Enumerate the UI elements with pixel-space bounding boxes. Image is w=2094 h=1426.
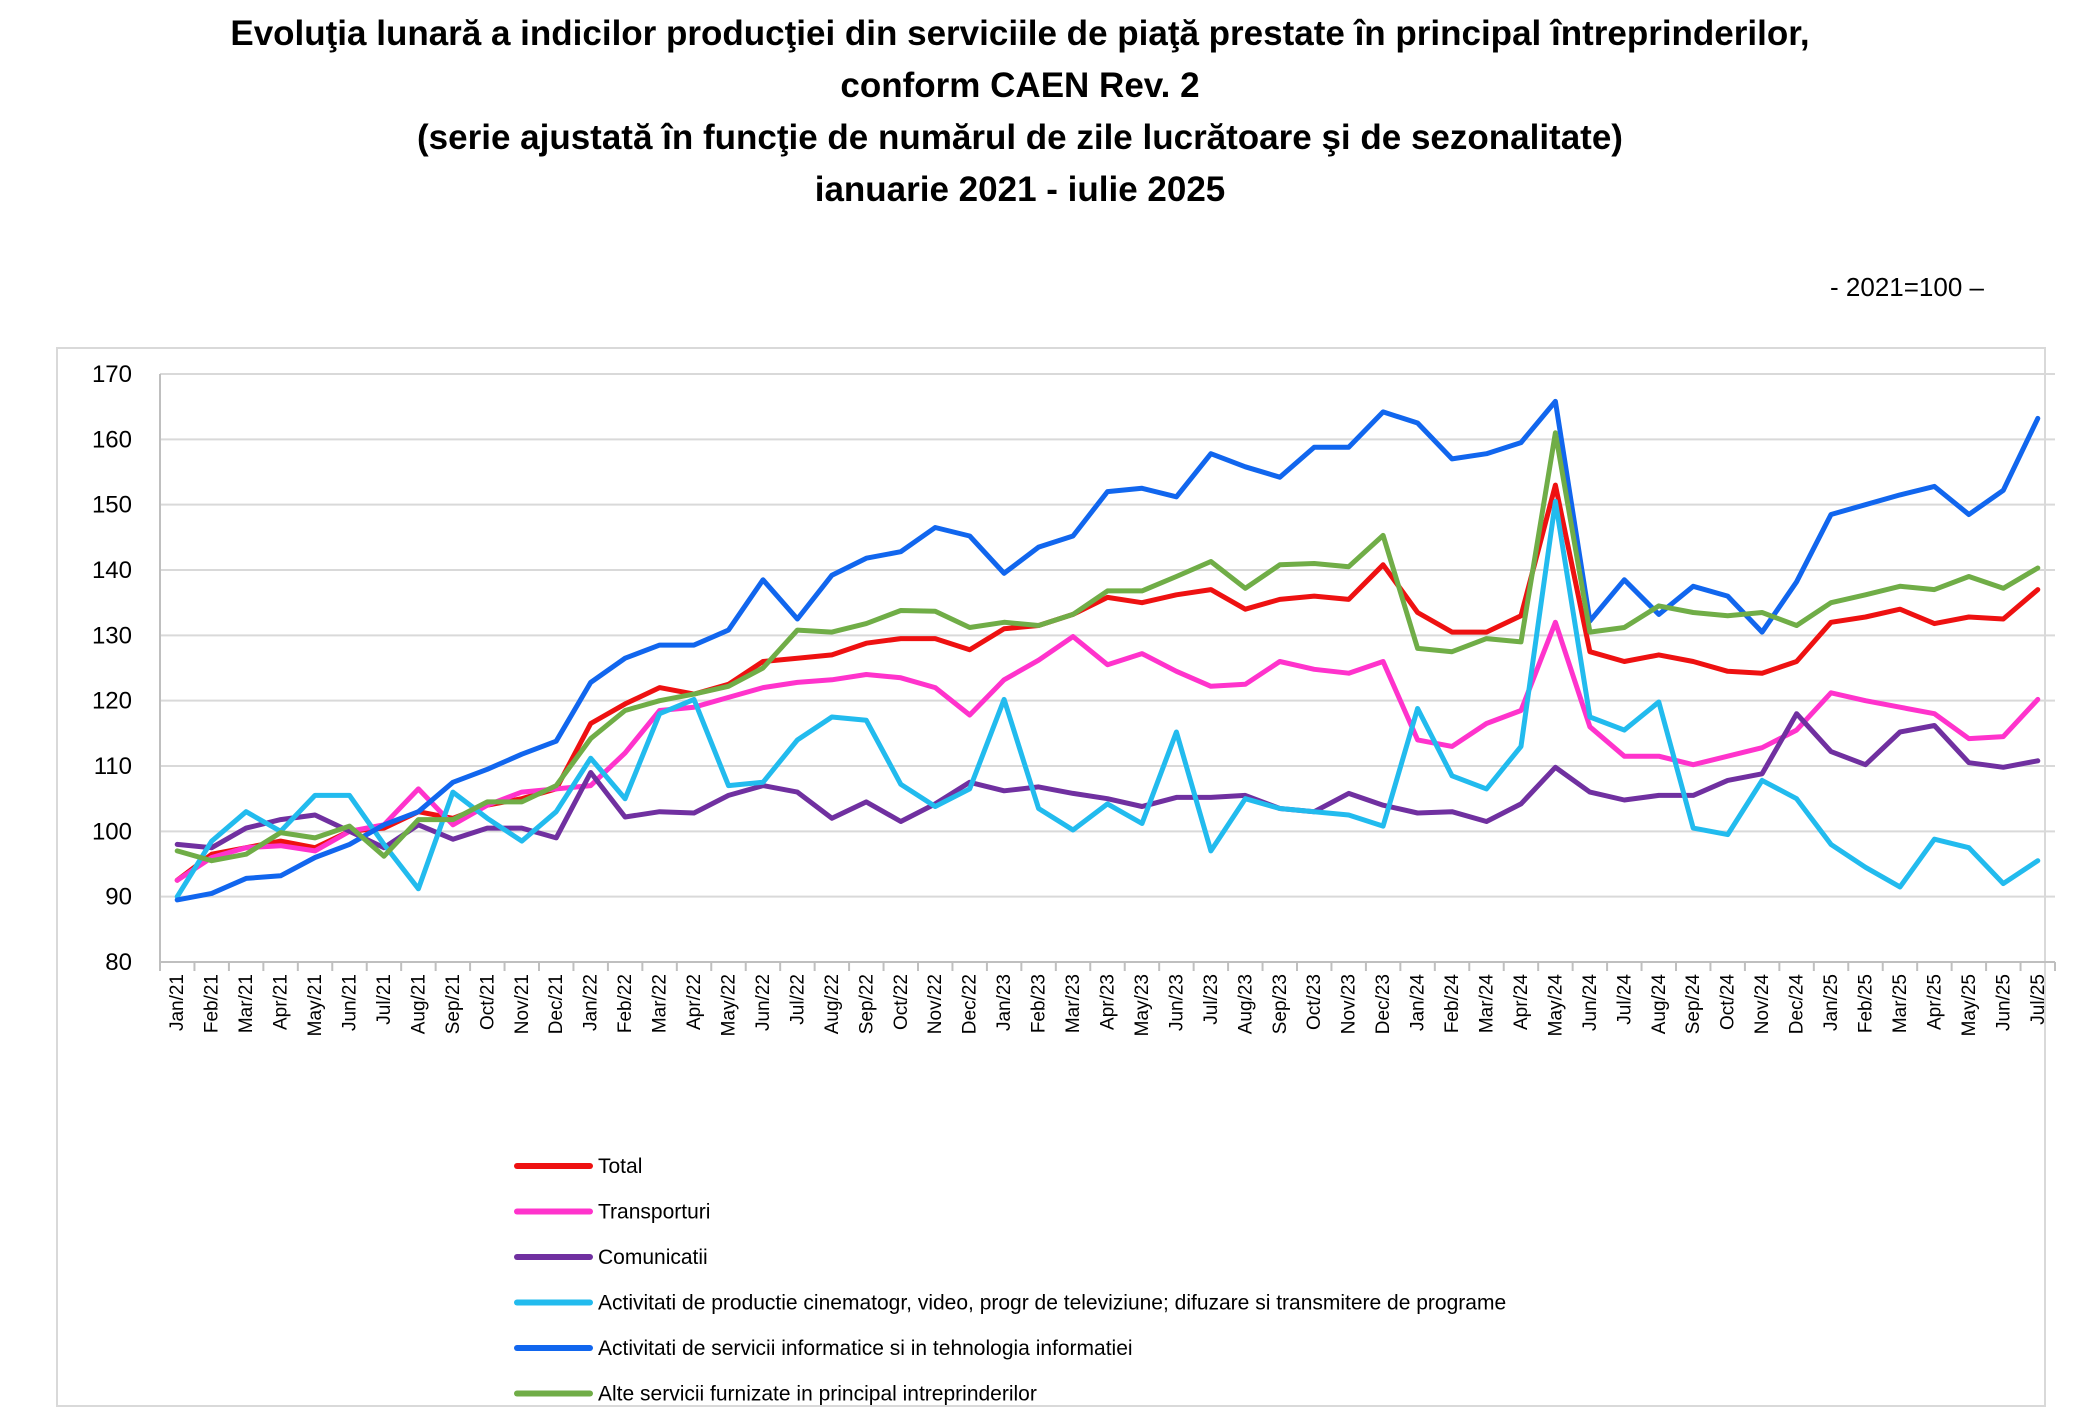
- series-line: [174, 430, 2041, 864]
- x-tick-label: Sep/22: [856, 974, 877, 1034]
- x-tick-label: Nov/21: [512, 974, 533, 1034]
- x-tick-label: Nov/23: [1339, 974, 1360, 1034]
- chart-title: Evoluţia lunară a indicilor producţiei d…: [0, 8, 2040, 216]
- x-tick-label: Jan/22: [581, 974, 602, 1031]
- y-tick-label: 130: [92, 622, 132, 649]
- legend-label: Transporturi: [598, 1201, 710, 1224]
- x-tick-label: Mar/24: [1477, 974, 1498, 1034]
- x-tick-label: Oct/21: [477, 974, 498, 1030]
- x-tick-label: Jul/22: [787, 974, 808, 1025]
- x-tick-label: Jun/24: [1580, 974, 1601, 1031]
- y-tick-label: 80: [105, 949, 132, 976]
- x-tick-label: Jan/25: [1821, 974, 1842, 1031]
- title-line-1: Evoluţia lunară a indicilor producţiei d…: [230, 14, 1810, 53]
- x-tick-label: Jul/24: [1614, 974, 1635, 1025]
- x-tick-label: Jul/21: [374, 974, 395, 1025]
- x-tick-label: Apr/25: [1924, 974, 1945, 1030]
- x-tick-label: Jul/25: [2028, 974, 2049, 1025]
- y-tick-label: 170: [92, 361, 132, 388]
- x-tick-label: Apr/22: [684, 974, 705, 1030]
- x-tick-label: May/21: [305, 974, 326, 1036]
- x-tick-label: Dec/23: [1373, 974, 1394, 1034]
- x-tick-label: Aug/23: [1235, 974, 1256, 1034]
- x-tick-label: Jun/22: [753, 974, 774, 1031]
- x-tick-label: Feb/22: [615, 974, 636, 1033]
- x-tick-label: Feb/25: [1856, 974, 1877, 1033]
- y-tick-label: 150: [92, 492, 132, 519]
- x-tick-label: May/25: [1959, 974, 1980, 1036]
- series-line: [174, 619, 2041, 883]
- x-tick-label: Apr/21: [271, 974, 292, 1030]
- x-tick-label: Jun/21: [340, 974, 361, 1031]
- x-tick-label: Aug/24: [1649, 974, 1670, 1035]
- series-line: [174, 398, 2041, 903]
- legend-label: Alte servicii furnizate in principal int…: [598, 1383, 1037, 1406]
- x-tick-label: Sep/24: [1683, 974, 1704, 1035]
- x-tick-label: Jul/23: [1201, 974, 1222, 1025]
- x-tick-label: May/23: [1132, 974, 1153, 1036]
- x-tick-label: Sep/21: [443, 974, 464, 1034]
- x-tick-label: Feb/23: [1029, 974, 1050, 1033]
- y-tick-label: 110: [94, 753, 132, 780]
- chart-frame: [56, 347, 2046, 1407]
- x-tick-label: Apr/24: [1511, 974, 1532, 1030]
- title-line-4: ianuarie 2021 - iulie 2025: [814, 170, 1226, 209]
- x-tick-label: Mar/23: [1063, 974, 1084, 1033]
- y-tick-label: 100: [92, 818, 132, 845]
- x-tick-label: Nov/24: [1752, 974, 1773, 1035]
- x-tick-label: Jan/21: [167, 974, 188, 1031]
- x-tick-label: Aug/22: [822, 974, 843, 1034]
- x-tick-label: May/22: [719, 974, 740, 1036]
- x-tick-label: Aug/21: [408, 974, 429, 1034]
- legend-label: Total: [598, 1155, 642, 1178]
- y-tick-label: 120: [92, 688, 132, 715]
- base-year-note: - 2021=100 –: [1830, 272, 1984, 302]
- x-tick-label: Oct/24: [1718, 974, 1739, 1030]
- x-tick-label: Apr/23: [1098, 974, 1119, 1030]
- x-tick-label: Feb/24: [1442, 974, 1463, 1034]
- x-tick-label: Oct/22: [891, 974, 912, 1030]
- x-tick-label: Mar/22: [650, 974, 671, 1033]
- x-tick-label: Jun/25: [1993, 974, 2014, 1031]
- x-tick-label: Sep/23: [1270, 974, 1291, 1034]
- x-tick-label: Dec/24: [1787, 974, 1808, 1035]
- y-axis: 80 90 100 110 120 130 140 150 160 170: [92, 361, 132, 976]
- y-tick-label: 160: [92, 426, 132, 453]
- series-group: [174, 398, 2041, 903]
- x-axis: Jan/21 Feb/21 Mar/21 Apr/21 May/21 Jun/21 Jul/…: [159, 962, 2056, 1037]
- x-tick-label: Jan/24: [1408, 974, 1429, 1031]
- x-tick-label: Oct/23: [1304, 974, 1325, 1030]
- legend-label: Activitati de servicii informatice si in…: [598, 1337, 1133, 1360]
- x-tick-label: Jun/23: [1166, 974, 1187, 1031]
- x-tick-label: Feb/21: [202, 974, 223, 1033]
- x-tick-label: Mar/21: [236, 974, 257, 1033]
- x-tick-label: Dec/22: [960, 974, 981, 1034]
- legend: Total Transporturi Comunicatii Activitati d…: [514, 1155, 1506, 1406]
- y-tick-label: 140: [92, 557, 132, 584]
- x-tick-label: Dec/21: [546, 974, 567, 1034]
- legend-label: Activitati de productie cinematogr, vide…: [598, 1292, 1506, 1315]
- title-line-3: (serie ajustată în funcţie de numărul de…: [417, 118, 1623, 157]
- series-line: [174, 498, 2041, 900]
- x-tick-label: Mar/25: [1890, 974, 1911, 1033]
- legend-label: Comunicatii: [598, 1246, 708, 1269]
- y-tick-label: 90: [105, 884, 132, 911]
- x-tick-label: Jan/23: [994, 974, 1015, 1031]
- title-line-2: conform CAEN Rev. 2: [840, 66, 1200, 105]
- x-tick-label: Nov/22: [925, 974, 946, 1034]
- x-tick-label: May/24: [1545, 974, 1566, 1037]
- series-line: [174, 711, 2041, 851]
